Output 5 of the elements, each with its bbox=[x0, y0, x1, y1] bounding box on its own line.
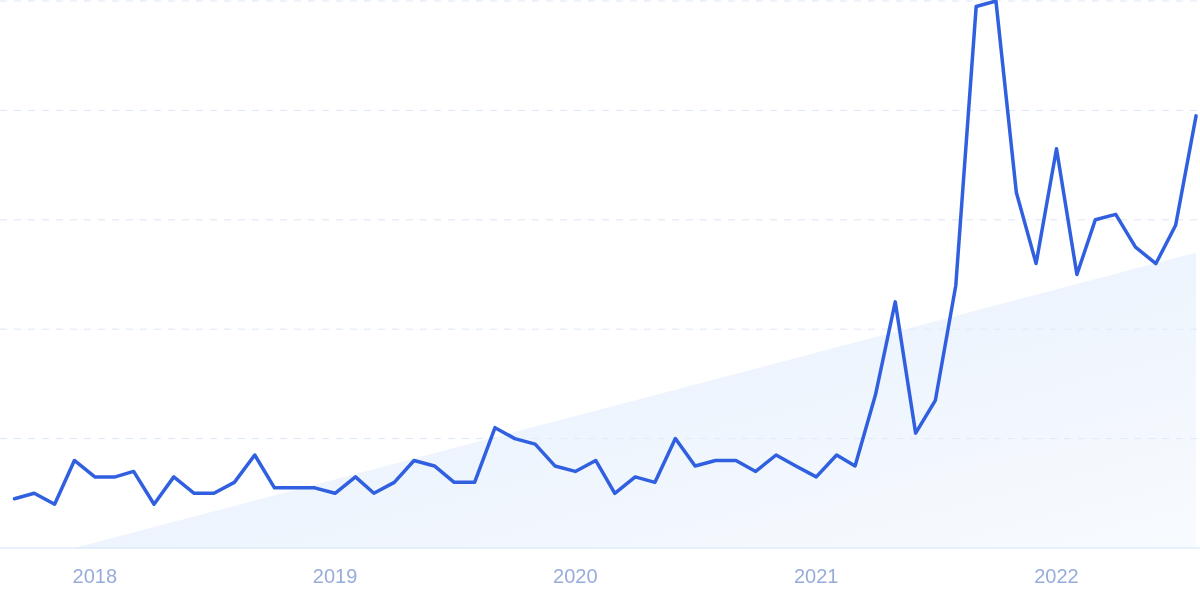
x-tick-label: 2022 bbox=[1034, 565, 1079, 587]
x-tick-label: 2019 bbox=[312, 565, 358, 587]
x-tick-label: 2021 bbox=[793, 565, 839, 587]
x-tick-label: 2018 bbox=[72, 565, 118, 587]
x-tick-label: 2020 bbox=[553, 565, 598, 587]
